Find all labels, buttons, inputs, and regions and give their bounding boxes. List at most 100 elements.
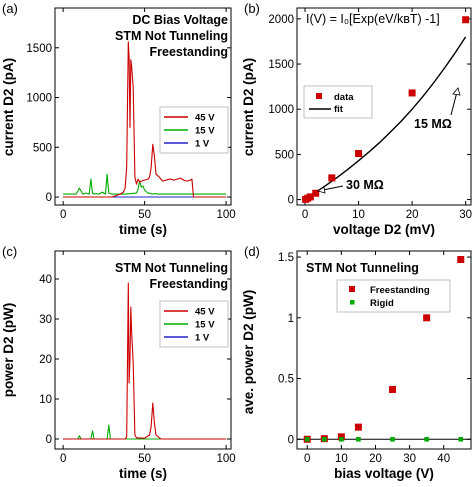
panel-a-series-45v bbox=[63, 41, 227, 198]
panel-b-plot: 0 10 20 30 0 500 1000 1500 2000 bbox=[268, 8, 472, 221]
panel-b-legend: data fit bbox=[303, 85, 373, 119]
panel-b-x-tick-label: 10 bbox=[352, 209, 365, 221]
panel-b-x-tick-label: 0 bbox=[302, 209, 308, 221]
panel-b-y-axis-label: current D2 (pA) bbox=[241, 58, 256, 156]
panel-d-label: (d) bbox=[244, 244, 260, 259]
panel-b-data-point bbox=[306, 193, 314, 201]
panel-d-rigid-point bbox=[390, 436, 395, 442]
panel-c-x-tick-label: 50 bbox=[138, 453, 151, 465]
panel-a-legend-label-45v: 45 V bbox=[195, 113, 215, 124]
panel-d-y-axis-label: ave. power D2 (pW) bbox=[241, 290, 256, 415]
panel-b-data-point bbox=[408, 89, 416, 97]
panel-d-freestanding-point bbox=[423, 314, 431, 322]
panel-b-y-tick-label: 500 bbox=[275, 149, 294, 161]
panel-d-freestanding-point bbox=[457, 256, 465, 264]
panel-b-annotation-15mohm: 15 MΩ bbox=[414, 117, 452, 131]
panel-d-legend-swatch-freestanding bbox=[349, 286, 355, 292]
panel-c-annotation-2: Freestanding bbox=[150, 277, 229, 291]
panel-a-series-15v bbox=[63, 173, 227, 195]
panel-c-legend-label-15v: 15 V bbox=[195, 320, 215, 331]
panel-a-legend-box bbox=[159, 106, 229, 154]
panel-c-x-tick-label: 0 bbox=[60, 453, 66, 465]
panel-b-frame bbox=[296, 7, 472, 206]
panel-c-annotation-1: STM Not Tunneling bbox=[115, 261, 228, 275]
panel-b-legend-swatch-data bbox=[316, 93, 322, 99]
panel-b-label: (b) bbox=[244, 1, 260, 16]
panel-b-arrowhead-30mohm bbox=[317, 186, 326, 194]
panel-b: (b) 0 10 20 30 0 500 1000 1500 2000 I(V) = I₀[Ex… bbox=[241, 1, 472, 237]
panel-b-data-point bbox=[462, 16, 470, 24]
panel-b-y-tick-label: 1500 bbox=[268, 59, 294, 71]
panel-b-x-tick-label: 30 bbox=[459, 209, 472, 221]
panel-c-label: (c) bbox=[2, 244, 17, 259]
panel-c-series-45v bbox=[63, 282, 227, 440]
panel-c-frame bbox=[54, 250, 232, 450]
panel-d-legend-label-freestanding: Freestanding bbox=[370, 285, 430, 296]
panel-b-x-axis-label: voltage D2 (mV) bbox=[333, 222, 435, 237]
panel-d-annotation: STM Not Tunneling bbox=[306, 261, 419, 275]
panel-d-freestanding-point bbox=[389, 385, 397, 393]
panel-d-x-tick-label: 0 bbox=[304, 453, 310, 465]
panel-b-arrowhead-15mohm bbox=[452, 87, 461, 96]
panel-c-x-axis-label: time (s) bbox=[119, 466, 167, 481]
panel-b-y-tick-label: 1000 bbox=[268, 104, 294, 116]
panel-d-rigid-point bbox=[356, 436, 361, 442]
panel-d-x-tick-label: 40 bbox=[437, 453, 450, 465]
panel-c-legend: 45 V 15 V 1 V bbox=[159, 300, 229, 348]
panel-a-frame bbox=[54, 7, 232, 206]
panel-c-x-tick-label: 100 bbox=[217, 453, 236, 465]
panel-a-label: (a) bbox=[2, 1, 18, 16]
panel-d-frame bbox=[296, 250, 472, 450]
panel-a-annotation-1: DC Bias Voltage bbox=[132, 13, 228, 27]
panel-b-equation: I(V) = I₀[Exp(eV/kʙT) -1] bbox=[306, 12, 440, 26]
panel-d-rigid-point bbox=[339, 436, 344, 442]
panel-d-x-tick-label: 20 bbox=[369, 453, 382, 465]
panel-c-plot: 0 50 100 0 10 20 30 40 bbox=[39, 251, 236, 465]
panel-c-legend-label-1v: 1 V bbox=[195, 333, 210, 344]
panel-d-y-tick-label: 1 bbox=[288, 313, 294, 325]
panel-d-legend: Freestanding Rigid bbox=[336, 279, 451, 313]
panel-d-plot: 0 10 20 30 40 0 0.5 1 1.5 bbox=[278, 251, 471, 465]
panel-c: (c) 0 50 100 0 10 20 30 40 STM Not Tunneling Fr… bbox=[1, 244, 236, 481]
panel-a-y-tick-label: 500 bbox=[33, 142, 52, 154]
panel-a-legend-label-15v: 15 V bbox=[195, 126, 215, 137]
panel-c-y-tick-label: 0 bbox=[46, 434, 52, 446]
panel-d-y-tick-label: 1.5 bbox=[278, 252, 294, 264]
panel-c-y-tick-label: 40 bbox=[39, 274, 52, 286]
panel-c-legend-label-45v: 45 V bbox=[195, 307, 215, 318]
panel-b-data-point bbox=[312, 189, 320, 197]
panel-d-x-axis-label: bias voltage (V) bbox=[334, 466, 434, 481]
panel-d-rigid-point bbox=[458, 436, 464, 442]
panel-a-annotation-3: Freestanding bbox=[150, 45, 229, 59]
panel-b-legend-label-data: data bbox=[334, 92, 354, 103]
panel-d-rigid-point bbox=[321, 436, 327, 442]
panel-c-y-tick-label: 10 bbox=[39, 394, 52, 406]
panel-d-legend-box bbox=[336, 279, 451, 313]
panel-a-y-tick-label: 1000 bbox=[26, 93, 52, 105]
panel-a-x-tick-label: 0 bbox=[60, 209, 66, 221]
panel-d-rigid-point bbox=[304, 436, 310, 442]
panel-b-y-tick-label: 2000 bbox=[268, 14, 294, 26]
panel-a-y-tick-label: 1500 bbox=[26, 43, 52, 55]
panel-a-legend-label-1v: 1 V bbox=[195, 139, 210, 150]
panel-d-y-tick-label: 0 bbox=[288, 434, 294, 446]
panel-d-freestanding-point bbox=[337, 433, 345, 441]
panel-c-y-axis-label: power D2 (pW) bbox=[1, 303, 16, 398]
panel-b-annotation-30mohm: 30 MΩ bbox=[346, 178, 384, 192]
panel-d-rigid-point bbox=[424, 436, 429, 442]
panel-b-data-point bbox=[328, 174, 336, 182]
panel-d-freestanding-point bbox=[354, 423, 362, 431]
panel-c-series-15v bbox=[63, 424, 227, 440]
panel-d-legend-swatch-rigid bbox=[350, 300, 355, 305]
panel-a-x-tick-label: 50 bbox=[138, 209, 151, 221]
panel-a-legend: 45 V 15 V 1 V bbox=[159, 106, 229, 154]
panel-a-y-axis-label: current D2 (pA) bbox=[1, 58, 16, 156]
panel-d-y-tick-label: 0.5 bbox=[278, 374, 294, 386]
panel-d-legend-label-rigid: Rigid bbox=[370, 298, 394, 309]
panel-d-x-tick-label: 10 bbox=[335, 453, 348, 465]
panel-b-legend-label-fit: fit bbox=[334, 104, 344, 115]
panel-b-data-point bbox=[355, 149, 363, 157]
